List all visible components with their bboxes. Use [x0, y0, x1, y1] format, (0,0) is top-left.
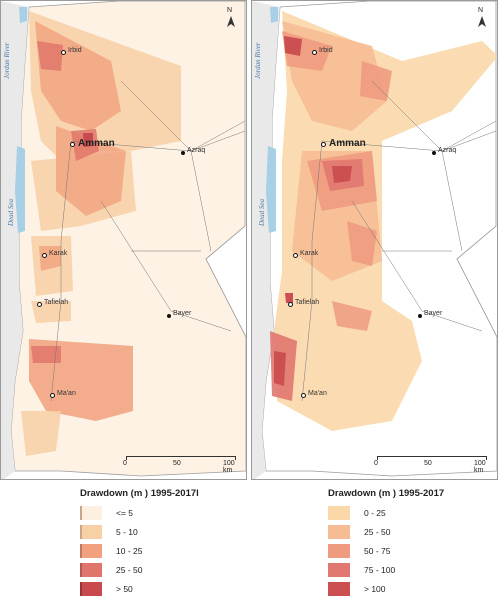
irbid-label: Irbid [68, 47, 82, 54]
border-east-left [119, 1, 246, 338]
legend-label: 0 - 25 [364, 507, 386, 518]
jordan-river-label: Jordan River [254, 42, 262, 79]
legend-swatch [80, 562, 102, 577]
legend-swatch [328, 581, 350, 596]
legend-item: 25 - 50 [328, 522, 500, 541]
north-arrow-icon: N [475, 7, 489, 29]
drawdown-zone-25-50-maan [31, 346, 61, 363]
legend-left: Drawdown (m ) 1995-2017l <= 5 5 - 10 10 … [80, 488, 280, 598]
amman-label: Amman [78, 138, 115, 149]
legend-label: 5 - 10 [116, 526, 138, 537]
tafielah-marker [37, 302, 42, 307]
tafielah-marker [288, 302, 293, 307]
drawdown-zone-5-10-south [21, 411, 61, 456]
amman-marker [70, 142, 75, 147]
legend-item: <= 5 [80, 503, 280, 522]
north-arrow-icon: N [224, 7, 238, 29]
amman-label: Amman [329, 138, 366, 149]
legend-item: 10 - 25 [80, 541, 280, 560]
legend-item: 5 - 10 [80, 522, 280, 541]
rift-valley-hillshade [252, 1, 280, 479]
bayer-label: Bayer [424, 310, 443, 317]
legend-label: 10 - 25 [116, 545, 143, 556]
legend-label: <= 5 [116, 507, 134, 518]
scale-bar: 0 50 100 km [374, 456, 488, 474]
tafielah-label: Tafielah [295, 299, 320, 306]
legend-title: Drawdown (m ) 1995-2017l [80, 488, 199, 499]
maan-marker [50, 393, 55, 398]
legend-label: > 100 [364, 583, 386, 594]
drawdown-zone-gt100-irbid [284, 36, 302, 56]
karak-label: Karak [300, 250, 319, 257]
map-canvas-left [1, 1, 246, 479]
legend-swatch [328, 562, 350, 577]
legend-swatch [80, 524, 102, 539]
legend-right: Drawdown (m ) 1995-2017 0 - 25 25 - 50 5… [328, 488, 500, 598]
azraq-marker [432, 151, 436, 155]
irbid-marker [312, 50, 317, 55]
lake-tiberias [270, 7, 278, 23]
border-east-right [370, 1, 497, 338]
legend-item: 0 - 25 [328, 503, 500, 522]
amman-marker [321, 142, 326, 147]
roads-left [50, 80, 246, 402]
maan-label: Ma'an [308, 390, 327, 397]
roads-right [301, 80, 497, 402]
legend-label: 75 - 100 [364, 564, 396, 575]
map-panel-left: Jordan River Dead Sea Irbid Amman Azraq … [0, 0, 247, 480]
legend-label: 25 - 50 [116, 564, 143, 575]
legend-swatch [80, 581, 102, 596]
karak-marker [293, 253, 298, 258]
azraq-label: Azraq [187, 147, 206, 154]
legend-label: > 50 [116, 583, 133, 594]
dead-sea-label: Dead Sea [7, 198, 15, 226]
bayer-label: Bayer [173, 310, 192, 317]
dead-sea [266, 146, 276, 233]
azraq-label: Azraq [438, 147, 457, 154]
azraq-marker [181, 151, 185, 155]
drawdown-zone-10-25-amman [56, 126, 126, 216]
tafielah-label: Tafielah [44, 299, 69, 306]
legend-label: 25 - 50 [364, 526, 391, 537]
dead-sea [15, 146, 25, 233]
legend-swatch [80, 543, 102, 558]
legend-item: > 50 [80, 579, 280, 598]
maan-label: Ma'an [57, 390, 76, 397]
legend-swatch [80, 505, 102, 520]
legend-item: 75 - 100 [328, 560, 500, 579]
drawdown-zone-50-75-karak [347, 221, 377, 266]
legend-item: 50 - 75 [328, 541, 500, 560]
map-canvas-right [252, 1, 497, 479]
bayer-marker [167, 314, 171, 318]
irbid-marker [61, 50, 66, 55]
drawdown-zone-10-25-karak [39, 246, 61, 271]
bayer-marker [418, 314, 422, 318]
drawdown-zone-50-75-east [360, 61, 392, 101]
drawdown-zone-gt100-tafielah [285, 293, 293, 303]
scale-bar: 0 50 100 km [123, 456, 237, 474]
karak-label: Karak [49, 250, 68, 257]
legend-item: 25 - 50 [80, 560, 280, 579]
legend-item: > 100 [328, 579, 500, 598]
legend-label: 50 - 75 [364, 545, 391, 556]
dead-sea-label: Dead Sea [258, 198, 266, 226]
drawdown-zone-gt100-amman [332, 166, 352, 183]
lake-tiberias [19, 7, 27, 23]
legend-swatch [328, 543, 350, 558]
drawdown-zone-gt100-southwest [274, 351, 286, 386]
legend-swatch [328, 524, 350, 539]
drawdown-zone-50-75-south [332, 301, 372, 331]
jordan-river-label: Jordan River [3, 42, 11, 79]
rift-valley-hillshade [1, 1, 29, 479]
drawdown-zone-25-50-irbid [37, 41, 63, 71]
drawdown-zone-gt50-amman [83, 133, 93, 147]
legend-swatch [328, 505, 350, 520]
map-panel-right: Jordan River Dead Sea Irbid Amman Azraq … [251, 0, 498, 480]
irbid-label: Irbid [319, 47, 333, 54]
karak-marker [42, 253, 47, 258]
maan-marker [301, 393, 306, 398]
legend-title: Drawdown (m ) 1995-2017 [328, 488, 445, 499]
